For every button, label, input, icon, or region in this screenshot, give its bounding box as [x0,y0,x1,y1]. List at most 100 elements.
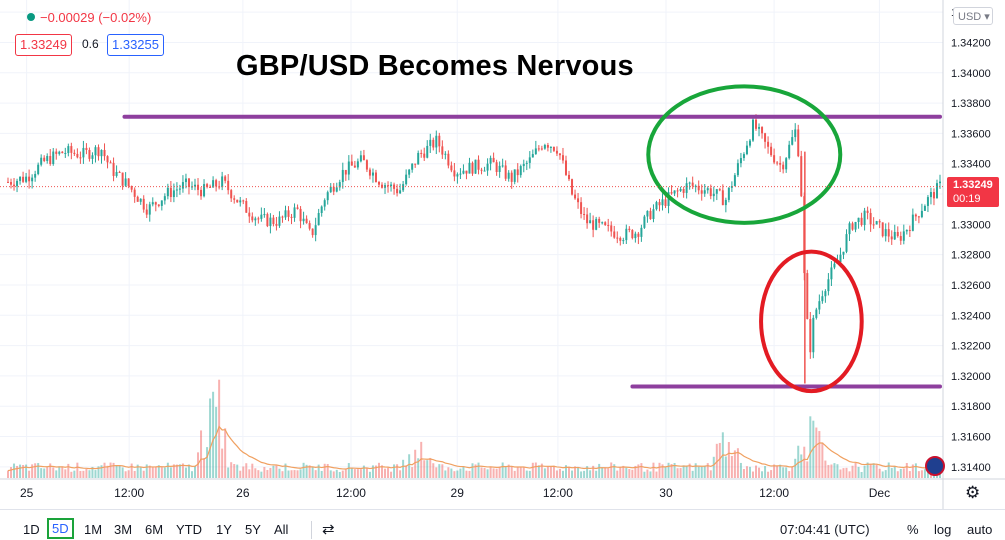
candle-body [266,214,269,227]
volume-bar [586,466,589,478]
candle-body [127,178,130,187]
candle-body [767,141,770,147]
candle-body [236,199,239,203]
candle-body [552,146,555,151]
volume-bar [371,465,374,478]
price-tick-label: 1.33800 [951,98,991,110]
volume-bar [215,406,218,478]
candle-body [160,200,163,206]
timeframe-1m[interactable]: 1M [84,522,103,537]
volume-bar [314,470,317,478]
timeframe-5d[interactable]: 5D [47,518,74,539]
candle-body [932,192,935,199]
volume-bar [287,470,290,478]
volume-bar [791,466,794,478]
volume-bar [917,471,920,478]
volume-bar [691,470,694,478]
candle-body [896,231,899,237]
candle-body [812,317,815,353]
volume-bar [393,464,396,478]
settings-gear-icon[interactable]: ⚙ [965,483,981,502]
volume-bar [724,456,727,478]
volume-bar [438,464,441,478]
volume-bar [184,467,187,478]
candle-body [459,173,462,175]
volume-bar [549,466,552,478]
volume-bar [329,470,332,478]
candle-body [800,156,803,197]
volume-bar [278,468,281,478]
candle-body [730,186,733,188]
candle-body [22,176,25,182]
candle-body [939,181,941,184]
volume-bar [634,465,637,478]
volume-bar [884,470,887,478]
volume-bar [281,471,284,478]
candle-body [284,210,287,218]
candle-body [926,197,929,206]
candle-body [534,148,537,155]
utc-clock[interactable]: 07:04:41 (UTC) [780,522,870,537]
volume-bar [893,466,896,478]
symbol-header: −0.00029 (−0.02%) 1.33249 0.6 1.33255 [0,0,943,60]
candle-body [776,162,779,164]
candle-body [755,119,758,129]
candle-body [875,221,878,225]
volume-bar [751,471,754,478]
volume-bars [7,379,941,478]
candle-body [423,153,426,158]
candle-body [365,160,368,170]
volume-bar [178,464,181,478]
candle-body [7,181,9,183]
date-range-icon[interactable]: ⇄ [322,521,335,538]
candle-body [706,188,709,191]
volume-bar [257,470,260,478]
buy-price-button[interactable]: 1.33255 [107,34,164,56]
candle-body [610,225,613,232]
timeframe-1y[interactable]: 1Y [216,522,232,537]
volume-bar [745,466,748,478]
volume-bar [260,471,263,478]
candle-body [914,214,917,217]
volume-bar [806,461,809,478]
timeframe-6m[interactable]: 6M [145,522,164,537]
log-scale-toggle[interactable]: log [934,522,952,537]
spread-value: 0.6 [82,37,99,51]
candle-body [773,155,776,163]
volume-bar [848,471,851,478]
candle-body [124,178,127,186]
volume-bar [622,465,625,478]
volume-bar [91,466,94,478]
candle-body [178,188,181,190]
volume-bar [58,466,61,478]
price-change: −0.00029 (−0.02%) [40,10,152,25]
highlight-ellipse [646,84,843,225]
volume-bar [151,467,154,478]
volume-bar [779,464,782,478]
auto-scale-toggle[interactable]: auto [967,522,993,537]
candle-body [797,129,800,157]
percent-scale-toggle[interactable]: % [907,522,919,537]
timeframe-ytd[interactable]: YTD [176,522,202,537]
volume-bar [619,467,622,478]
sell-price-button[interactable]: 1.33249 [15,34,72,56]
timeframe-all[interactable]: All [274,522,289,537]
timeframe-3m[interactable]: 3M [114,522,133,537]
volume-bar [31,464,34,478]
volume-bar [284,463,287,478]
candle-body [589,220,592,224]
candle-body [332,186,335,192]
timeframe-5y[interactable]: 5Y [245,522,261,537]
volume-bar [311,467,314,478]
volume-bar [863,465,866,478]
candle-body [902,231,905,241]
currency-dropdown[interactable]: USD ▾ [953,7,993,25]
timeframe-1d[interactable]: 1D [23,522,40,537]
candle-body [721,190,724,206]
candle-body [791,137,794,145]
candle-body [815,309,818,318]
candle-body [664,199,667,206]
volume-bar [761,471,764,478]
candle-body [40,157,43,165]
